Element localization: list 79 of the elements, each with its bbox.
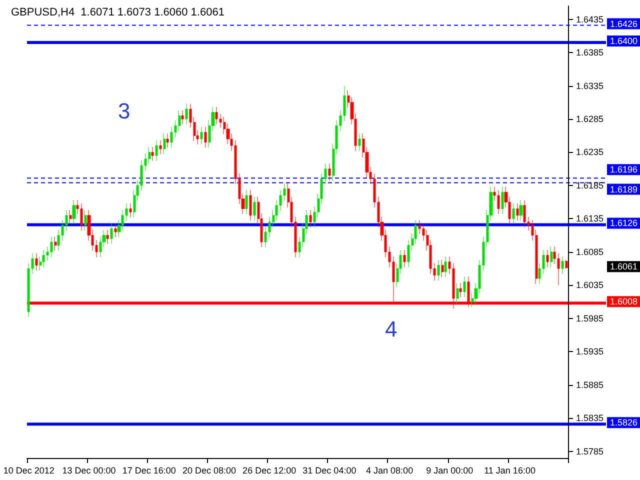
candlestick: [328, 163, 331, 182]
candlestick: [546, 250, 549, 268]
y-tick-label: 1.6035: [576, 280, 604, 290]
x-tick-label: 26 Dec 12:00: [242, 466, 296, 476]
x-tick-label: 10 Dec 2012: [3, 466, 54, 476]
candlestick: [456, 282, 459, 304]
candlestick: [215, 106, 218, 125]
x-tick-label: 31 Dec 04:00: [302, 466, 356, 476]
candlestick: [54, 236, 57, 251]
y-tick-label: 1.5835: [576, 413, 604, 424]
x-tick-label: 20 Dec 08:00: [182, 466, 236, 476]
y-tick-label: 1.6435: [576, 14, 604, 24]
text: 1.6061: [610, 262, 638, 272]
y-tick-label: 1.5985: [576, 313, 604, 324]
candlestick: [181, 110, 184, 125]
ref-line-label: 1.6400: [610, 36, 638, 46]
candlestick: [84, 210, 87, 231]
candlestick: [155, 140, 158, 162]
candlestick: [204, 126, 207, 148]
candlestick: [245, 190, 248, 214]
candlestick: [185, 103, 188, 125]
candlestick: [50, 236, 53, 258]
candlestick: [358, 133, 361, 152]
candlestick: [550, 246, 553, 268]
ref-line-label: 1.6008: [610, 296, 638, 307]
candlestick: [565, 260, 568, 269]
x-tick-label: 17 Dec 16:00: [122, 466, 176, 476]
candlestick: [523, 200, 526, 228]
candlestick: [163, 133, 166, 154]
y-tick-label: 1.6385: [576, 48, 604, 58]
candlestick: [497, 190, 500, 214]
candlestick: [441, 260, 444, 278]
candlestick: [69, 210, 72, 224]
candlestick: [561, 256, 564, 274]
candlestick: [159, 140, 162, 154]
x-tick-label: 9 Jan 00:00: [426, 466, 474, 476]
annotation: 3: [118, 98, 130, 124]
ref-line-label: 1.6426: [610, 18, 638, 29]
x-tick-label: 11 Jan 16:00: [484, 466, 536, 476]
ref-line-label: 1.6196: [610, 164, 638, 175]
y-tick-label: 1.6235: [576, 147, 604, 158]
y-tick-label: 1.6335: [576, 80, 604, 91]
ref-line-label: 1.6189: [610, 184, 638, 194]
candlestick: [516, 203, 519, 221]
y-tick-label: 1.6285: [576, 114, 604, 124]
x-tick-label: 13 Dec 00:00: [62, 466, 116, 476]
x-tick-label: 4 Jan 08:00: [366, 466, 414, 476]
candlestick: [80, 203, 83, 231]
candlestick: [444, 256, 447, 278]
candlestick: [166, 133, 169, 148]
candlestick: [129, 203, 132, 218]
y-tick-label: 1.6185: [576, 180, 604, 190]
candlestick: [114, 223, 117, 238]
candlestick: [463, 276, 466, 298]
ref-line-label: 1.5826: [610, 418, 638, 428]
chart-title: GBPUSD,H4 1.6071 1.6073 1.6060 1.6061: [11, 6, 224, 18]
y-tick-label: 1.6135: [576, 214, 604, 224]
candlestick: [437, 260, 440, 281]
y-tick-label: 1.6085: [576, 246, 604, 257]
y-tick-label: 1.5785: [576, 446, 604, 456]
ref-line-label: 1.6126: [610, 218, 638, 228]
candlestick: [403, 250, 406, 268]
candlestick: [35, 253, 38, 271]
candlestick: [253, 196, 256, 221]
y-tick-label: 1.5935: [576, 346, 604, 357]
candlestick: [459, 282, 462, 298]
candlestick: [72, 200, 76, 224]
candlestick: [42, 250, 45, 268]
candlestick: [200, 126, 203, 145]
candlestick: [512, 203, 515, 224]
y-tick-label: 1.5885: [576, 380, 604, 390]
candlestick: [501, 186, 504, 214]
candlestick: [151, 146, 154, 162]
candlestick: [106, 230, 109, 244]
annotation: 4: [385, 316, 398, 342]
candlestick: [309, 210, 312, 228]
candlestick: [519, 200, 523, 221]
candlestick: [110, 223, 113, 244]
candlestick: [249, 190, 252, 221]
